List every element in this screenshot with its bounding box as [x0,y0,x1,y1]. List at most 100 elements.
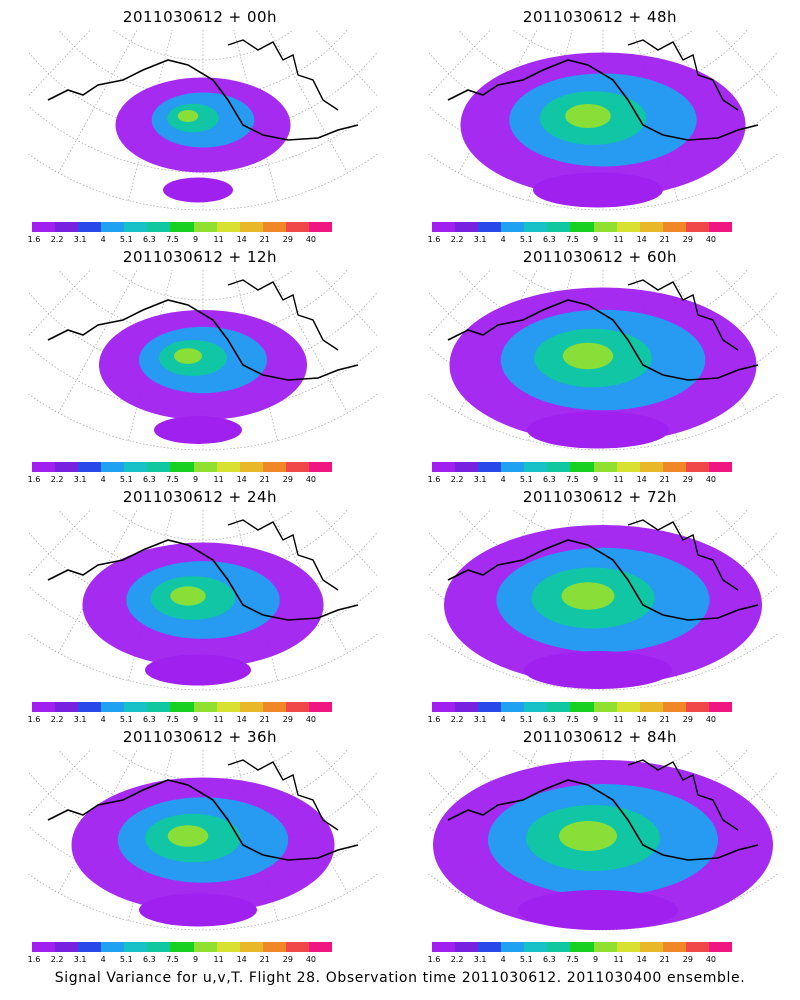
colorbar-label: 7.5 [166,955,179,964]
panel-title: 2011030612 + 84h [522,728,678,746]
colorbar-swatch [55,462,79,472]
polar-map [28,30,378,211]
colorbar-swatch [101,942,125,952]
colorbar-swatch [593,942,617,952]
colorbar-swatch [455,702,479,712]
colorbar-label: 29 [282,955,293,964]
coastline [47,299,359,381]
colorbar-swatch [193,462,217,472]
colorbar-label: 21 [659,955,670,964]
colorbar-swatch [639,462,663,472]
colorbar-swatch [478,462,502,472]
colorbar-label: 7.5 [566,475,579,484]
colorbar-swatch [570,462,594,472]
colorbar-labels: 1.6 2.2 3.1 4 5.1 6.3 7.5 9 11 14 21 29 40 [22,955,342,965]
colorbar-swatch [193,702,217,712]
colorbar [432,942,733,952]
colorbar-labels: 1.6 2.2 3.1 4 5.1 6.3 7.5 9 11 14 21 29 40 [22,715,342,725]
colorbar-swatch [432,462,456,472]
panel-title: 2011030612 + 24h [122,488,278,506]
colorbar-label: 1.6 [27,475,41,484]
panel-title: 2011030612 + 36h [122,728,278,746]
colorbar-swatch [239,942,263,952]
colorbar-label: 3.1 [73,475,87,484]
coastline [47,59,359,141]
colorbar-swatch [147,942,171,952]
colorbar-swatch [147,702,171,712]
polar-map [28,750,378,931]
colorbar-label: 9 [192,475,199,484]
colorbar-labels: 1.6 2.2 3.1 4 5.1 6.3 7.5 9 11 14 21 29 40 [422,955,742,965]
polar-map [428,30,778,211]
colorbar-swatch [685,702,709,712]
colorbar-swatch [708,942,733,952]
colorbar-label: 14 [236,235,247,244]
colorbar [32,942,333,952]
polar-map [428,750,778,931]
colorbar-label: 4 [500,475,506,484]
colorbar-swatch [616,702,640,712]
colorbar-label: 2.2 [50,475,64,484]
colorbar-swatch [570,702,594,712]
variance-field [449,287,757,449]
colorbar-swatch [285,702,309,712]
colorbar [432,462,733,472]
colorbar-label: 5.1 [519,475,533,484]
colorbar-swatch [170,462,194,472]
colorbar-swatch [170,222,194,232]
colorbar-label: 1.6 [427,715,441,724]
colorbar-label: 11 [613,235,624,244]
map-panel: 2011030612 + 72h 1.6 2.2 3.1 4 5.1 6.3 7.5 9 11 14… [400,480,800,724]
colorbar-label: 4 [100,955,106,964]
colorbar-label: 21 [659,475,670,484]
colorbar-swatch [262,942,286,952]
colorbar-labels: 1.6 2.2 3.1 4 5.1 6.3 7.5 9 11 14 21 29 40 [422,235,742,245]
colorbar-swatch [101,462,125,472]
colorbar-label: 40 [705,235,717,244]
colorbar-label: 6.3 [543,715,556,724]
colorbar-label: 7.5 [566,235,579,244]
map-panel: 2011030612 + 12h 1.6 2.2 3.1 4 5.1 6.3 7.5 9 11 14… [0,240,400,484]
colorbar-swatch [216,222,240,232]
colorbar-label: 9 [592,475,599,484]
variance-field [71,777,335,927]
colorbar-label: 11 [213,475,224,484]
colorbar-label: 21 [259,715,270,724]
colorbar-label: 6.3 [543,955,556,964]
colorbar-label: 14 [636,475,647,484]
colorbar-swatch [55,702,79,712]
colorbar-swatch [708,222,733,232]
colorbar-swatch [55,942,79,952]
colorbar-label: 3.1 [473,235,487,244]
colorbar-label: 29 [282,235,293,244]
coastline [447,779,759,861]
colorbar-label: 4 [500,955,506,964]
colorbar-swatch [216,702,240,712]
colorbar-swatch [478,222,502,232]
variance-field [115,77,291,203]
variance-field [82,542,324,686]
panel-title: 2011030612 + 60h [522,248,678,266]
colorbar-label: 9 [592,715,599,724]
colorbar-swatch [78,942,102,952]
colorbar-swatch [639,942,663,952]
coastline [47,779,359,861]
colorbar-swatch [285,942,309,952]
colorbar-swatch [524,942,548,952]
polar-map [28,510,378,691]
colorbar-swatch [147,462,171,472]
colorbar-swatch [262,702,286,712]
colorbar-label: 7.5 [566,955,579,964]
colorbar-label: 14 [236,955,247,964]
colorbar-label: 11 [213,715,224,724]
colorbar-swatch [593,222,617,232]
colorbar [32,462,333,472]
colorbar-swatch [216,942,240,952]
colorbar-swatch [639,702,663,712]
colorbar-swatch [455,222,479,232]
colorbar-label: 29 [682,955,693,964]
colorbar-label: 6.3 [143,715,156,724]
colorbar-swatch [662,222,686,232]
colorbar-swatch [547,942,571,952]
colorbar-swatch [239,702,263,712]
